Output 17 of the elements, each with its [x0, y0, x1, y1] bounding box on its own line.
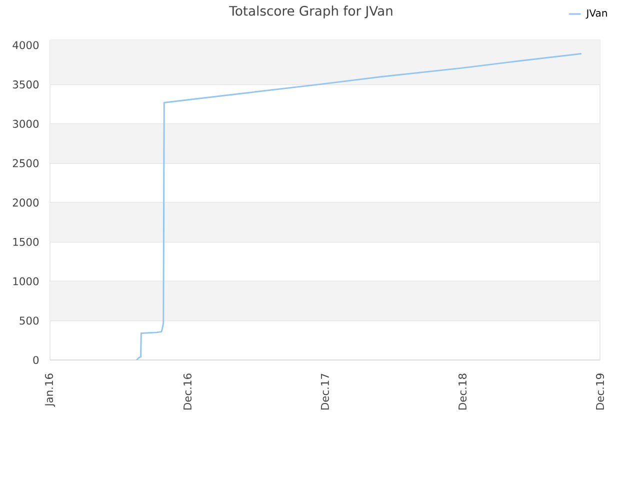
y-tick-label: 4000 — [12, 41, 39, 50]
x-tick-label: Dec.16 — [183, 374, 192, 410]
x-tick-label: Dec.17 — [321, 374, 329, 410]
y-tick-label: 0 — [33, 356, 39, 364]
x-tick-label: Dec.18 — [458, 374, 467, 410]
y-tick-label: 2000 — [12, 198, 39, 207]
x-tick-label: Dec.19 — [596, 374, 604, 410]
y-tick-label: 3000 — [12, 120, 39, 128]
y-tick-label: 500 — [20, 316, 39, 325]
x-tick-label: Jan.16 — [44, 374, 56, 407]
y-tick-label: 3500 — [12, 80, 39, 89]
y-tick-label: 1000 — [13, 277, 39, 286]
chart-title: Totalscore Graph for JVan — [229, 6, 392, 18]
legend-label: JVan — [586, 9, 607, 19]
y-tick-label: 1500 — [13, 238, 39, 246]
y-tick-label: 2500 — [12, 159, 39, 168]
line-series — [136, 53, 582, 360]
